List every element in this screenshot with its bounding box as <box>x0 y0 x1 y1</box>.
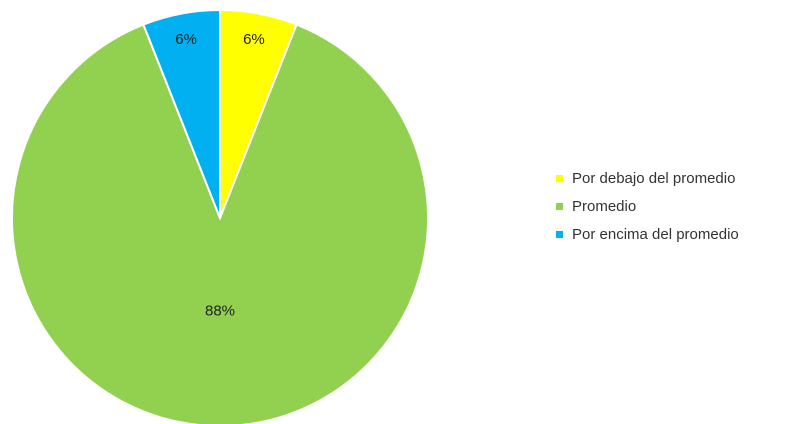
legend-item-por-debajo: Por debajo del promedio <box>556 164 800 192</box>
data-label-por-debajo: 6% <box>243 31 265 48</box>
pie-slice-por-encima <box>142 8 221 219</box>
legend-item-por-encima: Por encima del promedio <box>556 220 800 248</box>
data-label-promedio: 88% <box>205 303 235 320</box>
pie-slice-promedio <box>11 23 429 424</box>
legend-label-promedio: Promedio <box>572 197 637 215</box>
legend: Por debajo del promedio Promedio Por enc… <box>556 164 800 248</box>
legend-item-promedio: Promedio <box>556 192 800 220</box>
legend-label-por-debajo: Por debajo del promedio <box>572 169 736 187</box>
data-label-por-encima: 6% <box>175 31 197 48</box>
legend-swatch-por-encima <box>556 230 563 238</box>
legend-swatch-promedio <box>556 202 563 210</box>
legend-swatch-por-debajo <box>556 174 563 182</box>
legend-label-por-encima: Por encima del promedio <box>572 225 739 243</box>
